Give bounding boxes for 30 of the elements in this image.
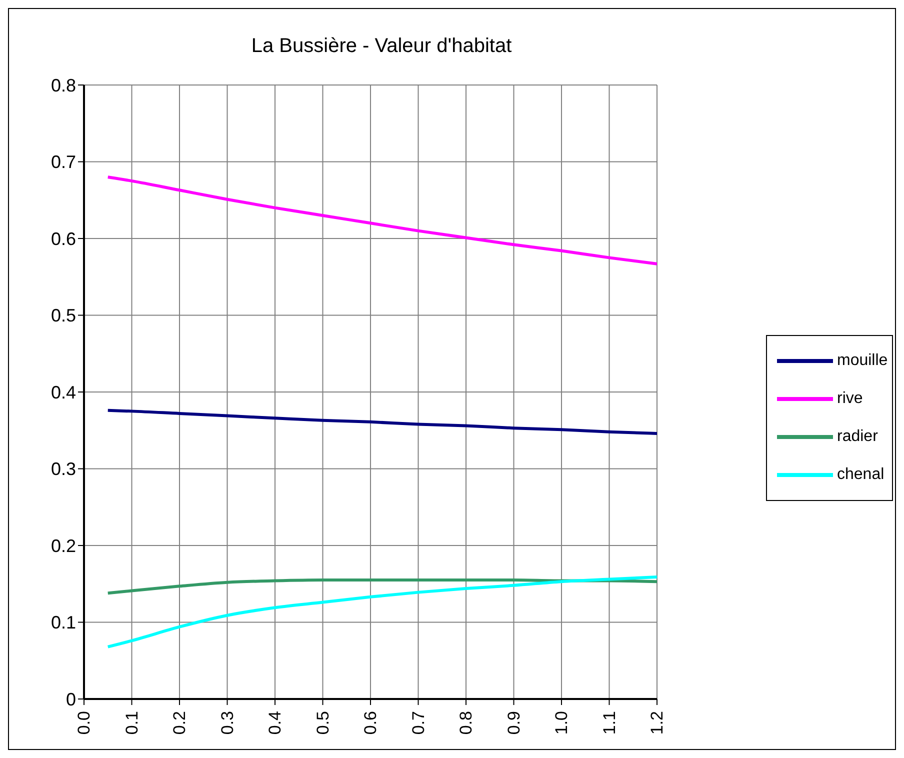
x-tick-label: 0.5 bbox=[313, 711, 332, 735]
x-tick-label: 0.9 bbox=[504, 711, 524, 735]
y-tick-label: 0.3 bbox=[50, 459, 76, 480]
x-tick-label: 0.8 bbox=[456, 711, 476, 735]
line-series bbox=[106, 408, 657, 435]
y-tick-label: 0.4 bbox=[50, 382, 76, 402]
legend-label: rive bbox=[837, 390, 863, 408]
x-tick-label: 0.4 bbox=[266, 711, 284, 735]
y-tick-label: 0.5 bbox=[50, 306, 76, 326]
legend-label: chenal bbox=[837, 466, 884, 484]
y-tick-label: 0.7 bbox=[50, 152, 76, 172]
x-tick-label: 1.0 bbox=[552, 711, 571, 735]
y-tick-label: 0.1 bbox=[50, 612, 76, 633]
y-tick-label: 0 bbox=[66, 689, 76, 710]
x-tick-label: 0.2 bbox=[170, 711, 189, 735]
y-tick-label: 0.6 bbox=[50, 228, 76, 249]
y-tick-label: 0.2 bbox=[50, 536, 76, 556]
legend-label: mouille bbox=[837, 352, 888, 370]
y-tick-label: 0.8 bbox=[50, 75, 76, 96]
x-tick-label: 0.7 bbox=[408, 711, 428, 735]
x-tick-label: 0.6 bbox=[361, 711, 380, 735]
x-tick-label: 1.2 bbox=[648, 711, 666, 735]
x-tick-label: 0.1 bbox=[122, 711, 142, 735]
x-tick-label: 0.3 bbox=[218, 711, 237, 735]
x-tick-label: 1.1 bbox=[600, 711, 619, 735]
line-series bbox=[106, 176, 657, 266]
chart-title: La Bussière - Valeur d'habitat bbox=[250, 35, 513, 58]
line-series bbox=[106, 575, 657, 648]
legend-label: radier bbox=[837, 428, 878, 446]
x-tick-label: 0.0 bbox=[74, 711, 94, 735]
